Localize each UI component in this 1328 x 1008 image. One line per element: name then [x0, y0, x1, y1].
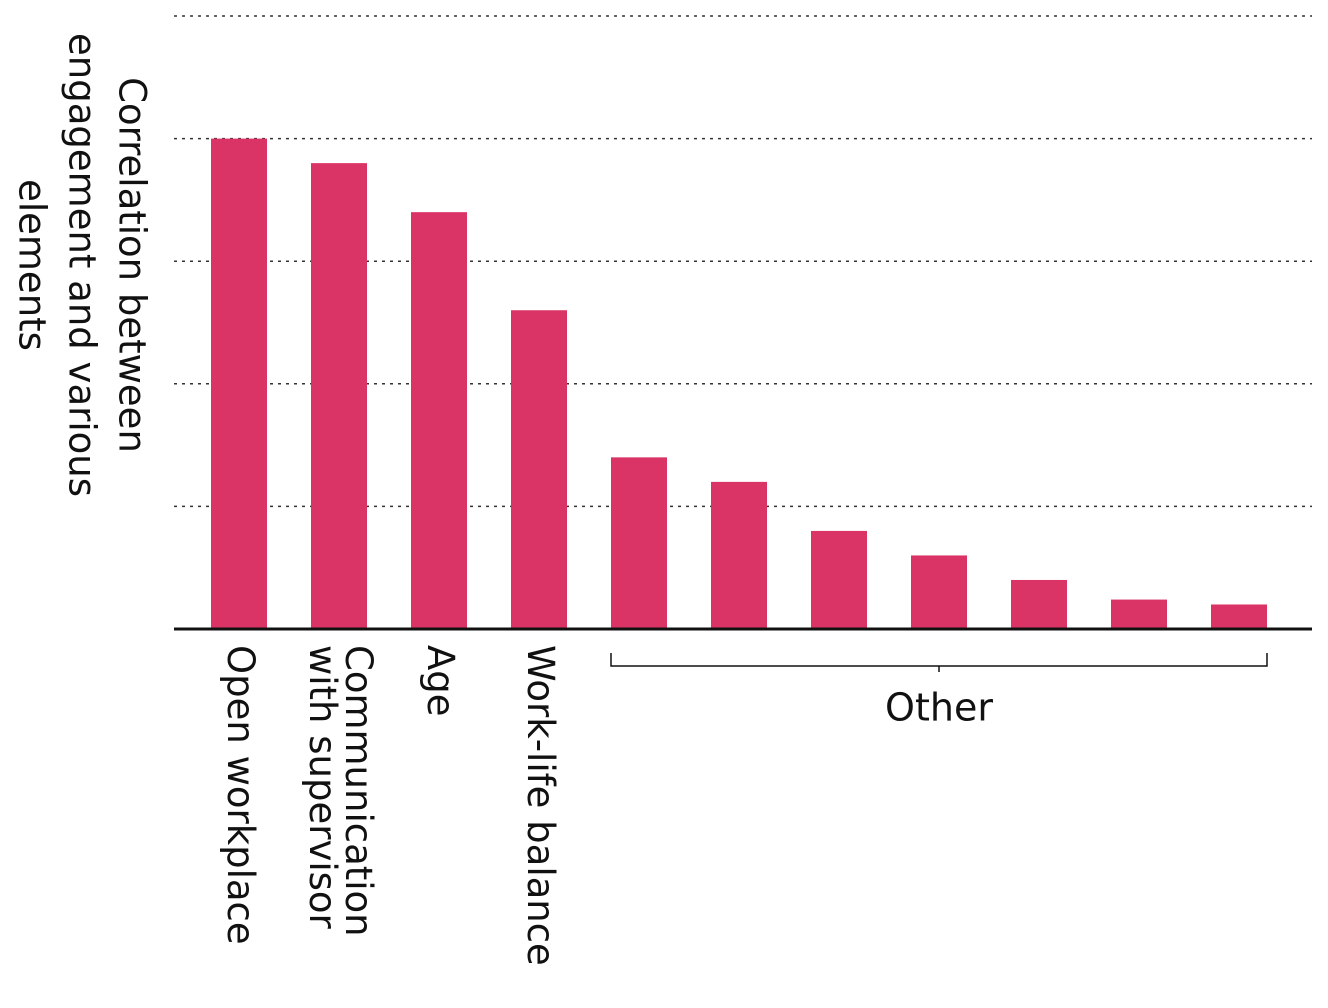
bar	[811, 530, 867, 629]
x-tick-label: Work-life balance	[520, 645, 563, 966]
bar	[311, 163, 367, 629]
y-axis-title: elements	[11, 179, 54, 351]
x-tick-label: Communicationwith supervisor	[302, 645, 381, 937]
y-axis-title: engagement and various	[61, 33, 104, 497]
bar	[411, 212, 467, 629]
group-label: Other	[885, 686, 993, 730]
group-bracket	[610, 653, 1268, 672]
bar	[1211, 604, 1267, 629]
bar	[611, 457, 667, 629]
x-tick-label: Age	[420, 645, 463, 717]
bar	[511, 310, 567, 629]
x-tick-label: Open workplace	[220, 645, 263, 945]
bar	[211, 138, 267, 629]
bar	[911, 555, 967, 629]
bar	[1111, 599, 1167, 629]
y-axis-title: Correlation between	[111, 77, 154, 453]
bar	[1011, 579, 1067, 629]
bar	[711, 481, 767, 629]
